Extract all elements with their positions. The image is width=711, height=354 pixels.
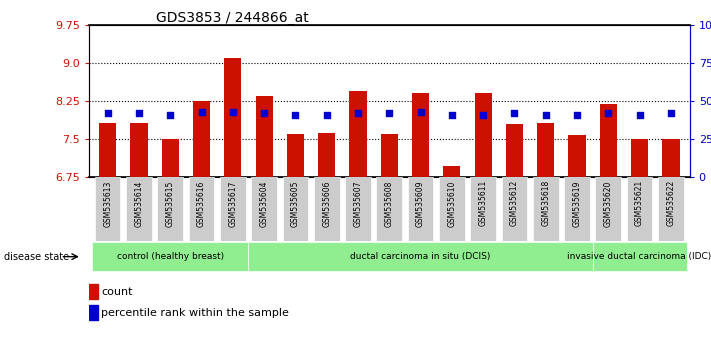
Bar xyxy=(89,305,98,320)
FancyBboxPatch shape xyxy=(407,177,434,241)
FancyBboxPatch shape xyxy=(439,177,465,241)
FancyBboxPatch shape xyxy=(251,177,277,241)
FancyBboxPatch shape xyxy=(593,242,687,271)
Text: GSM535605: GSM535605 xyxy=(291,180,300,227)
Bar xyxy=(662,139,680,177)
Bar xyxy=(506,124,523,177)
Text: GDS3853 / 244866_at: GDS3853 / 244866_at xyxy=(156,11,309,25)
Point xyxy=(133,110,144,116)
Text: GSM535618: GSM535618 xyxy=(541,180,550,227)
FancyBboxPatch shape xyxy=(220,177,245,241)
Bar xyxy=(568,135,586,177)
Point xyxy=(164,112,176,118)
Point xyxy=(384,110,395,116)
Point xyxy=(102,110,113,116)
FancyBboxPatch shape xyxy=(658,177,684,241)
Text: GSM535620: GSM535620 xyxy=(604,180,613,227)
FancyBboxPatch shape xyxy=(376,177,402,241)
Bar xyxy=(599,104,617,177)
Bar xyxy=(631,139,648,177)
Text: GSM535615: GSM535615 xyxy=(166,180,175,227)
Bar xyxy=(193,101,210,177)
Text: control (healthy breast): control (healthy breast) xyxy=(117,252,224,261)
Point xyxy=(540,112,552,118)
FancyBboxPatch shape xyxy=(188,177,214,241)
Text: GSM535614: GSM535614 xyxy=(134,180,144,227)
FancyBboxPatch shape xyxy=(596,177,621,241)
Point xyxy=(478,112,489,118)
Bar xyxy=(537,123,555,177)
Text: GSM535609: GSM535609 xyxy=(416,180,425,227)
Text: disease state: disease state xyxy=(4,252,69,262)
Text: percentile rank within the sample: percentile rank within the sample xyxy=(101,308,289,318)
FancyBboxPatch shape xyxy=(248,242,593,271)
Bar xyxy=(412,93,429,177)
Bar xyxy=(380,134,398,177)
Point xyxy=(509,110,520,116)
Point xyxy=(572,112,583,118)
Point xyxy=(289,112,301,118)
Point xyxy=(603,110,614,116)
Bar xyxy=(130,123,148,177)
Text: GSM535604: GSM535604 xyxy=(260,180,269,227)
Text: GSM535611: GSM535611 xyxy=(479,180,488,227)
Bar xyxy=(224,58,242,177)
Text: GSM535616: GSM535616 xyxy=(197,180,206,227)
Bar xyxy=(255,96,273,177)
FancyBboxPatch shape xyxy=(126,177,151,241)
Text: GSM535619: GSM535619 xyxy=(572,180,582,227)
Bar xyxy=(443,166,461,177)
Text: ductal carcinoma in situ (DCIS): ductal carcinoma in situ (DCIS) xyxy=(351,252,491,261)
Bar xyxy=(161,139,179,177)
Point xyxy=(447,112,458,118)
FancyBboxPatch shape xyxy=(95,177,120,241)
Point xyxy=(227,109,238,114)
Text: GSM535621: GSM535621 xyxy=(635,180,644,227)
Text: GSM535608: GSM535608 xyxy=(385,180,394,227)
FancyBboxPatch shape xyxy=(345,177,371,241)
FancyBboxPatch shape xyxy=(314,177,340,241)
Text: GSM535610: GSM535610 xyxy=(447,180,456,227)
Text: GSM535613: GSM535613 xyxy=(103,180,112,227)
Bar xyxy=(318,133,336,177)
FancyBboxPatch shape xyxy=(157,177,183,241)
FancyBboxPatch shape xyxy=(501,177,528,241)
Text: GSM535607: GSM535607 xyxy=(353,180,363,227)
FancyBboxPatch shape xyxy=(470,177,496,241)
Bar xyxy=(287,134,304,177)
Text: count: count xyxy=(101,286,133,297)
Point xyxy=(634,112,646,118)
Text: GSM535612: GSM535612 xyxy=(510,180,519,227)
Text: GSM535617: GSM535617 xyxy=(228,180,237,227)
Point xyxy=(321,112,332,118)
Text: GSM535606: GSM535606 xyxy=(322,180,331,227)
FancyBboxPatch shape xyxy=(627,177,653,241)
Point xyxy=(415,109,427,114)
Point xyxy=(665,110,677,116)
Text: invasive ductal carcinoma (IDC): invasive ductal carcinoma (IDC) xyxy=(567,252,711,261)
FancyBboxPatch shape xyxy=(282,177,309,241)
Point xyxy=(196,109,207,114)
FancyBboxPatch shape xyxy=(533,177,559,241)
Text: GSM535622: GSM535622 xyxy=(666,180,675,227)
Bar xyxy=(89,284,98,299)
Bar xyxy=(474,93,492,177)
FancyBboxPatch shape xyxy=(565,177,590,241)
Bar xyxy=(99,123,117,177)
Point xyxy=(352,110,363,116)
FancyBboxPatch shape xyxy=(92,242,248,271)
Bar xyxy=(349,91,367,177)
Point xyxy=(258,110,269,116)
